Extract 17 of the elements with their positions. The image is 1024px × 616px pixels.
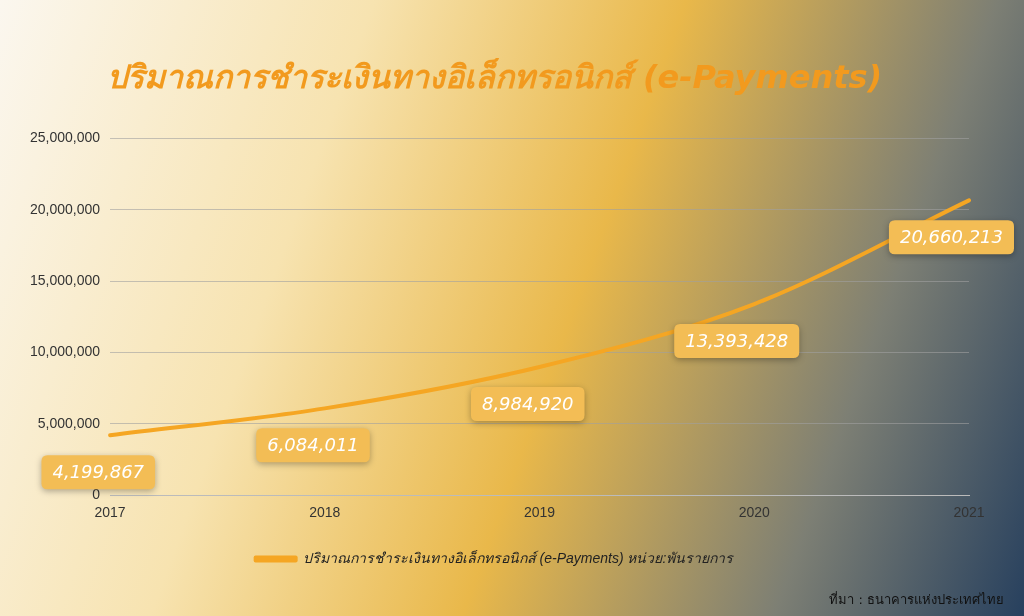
x-tick-label: 2020 — [738, 504, 771, 521]
legend-label: ปริมาณการชำระเงินทางอิเล็กทรอนิกส์ (e-Payments) หน่วย:พันรายการ — [302, 549, 735, 566]
data-label: 6,084,011 — [267, 434, 359, 456]
x-tick-label: 2019 — [523, 504, 556, 521]
data-label: 20,660,213 — [899, 226, 1003, 248]
x-tick-label: 2018 — [309, 504, 341, 521]
data-label: 13,393,428 — [685, 329, 789, 351]
data-label: 4,199,867 — [52, 460, 145, 482]
y-tick-label: 20,000,000 — [29, 200, 101, 217]
y-tick-label: 10,000,000 — [29, 343, 101, 360]
y-tick-label: 25,000,000 — [29, 129, 101, 146]
data-label: 8,984,920 — [481, 392, 574, 414]
y-tick-label: 15,000,000 — [29, 271, 101, 288]
text: ที่มา : ธนาคารแห่งประเทศไทย — [829, 590, 1004, 609]
y-tick-label: 0 — [92, 486, 101, 503]
x-tick-label: 2017 — [94, 504, 126, 521]
y-tick-label: 5,000,000 — [37, 414, 101, 431]
